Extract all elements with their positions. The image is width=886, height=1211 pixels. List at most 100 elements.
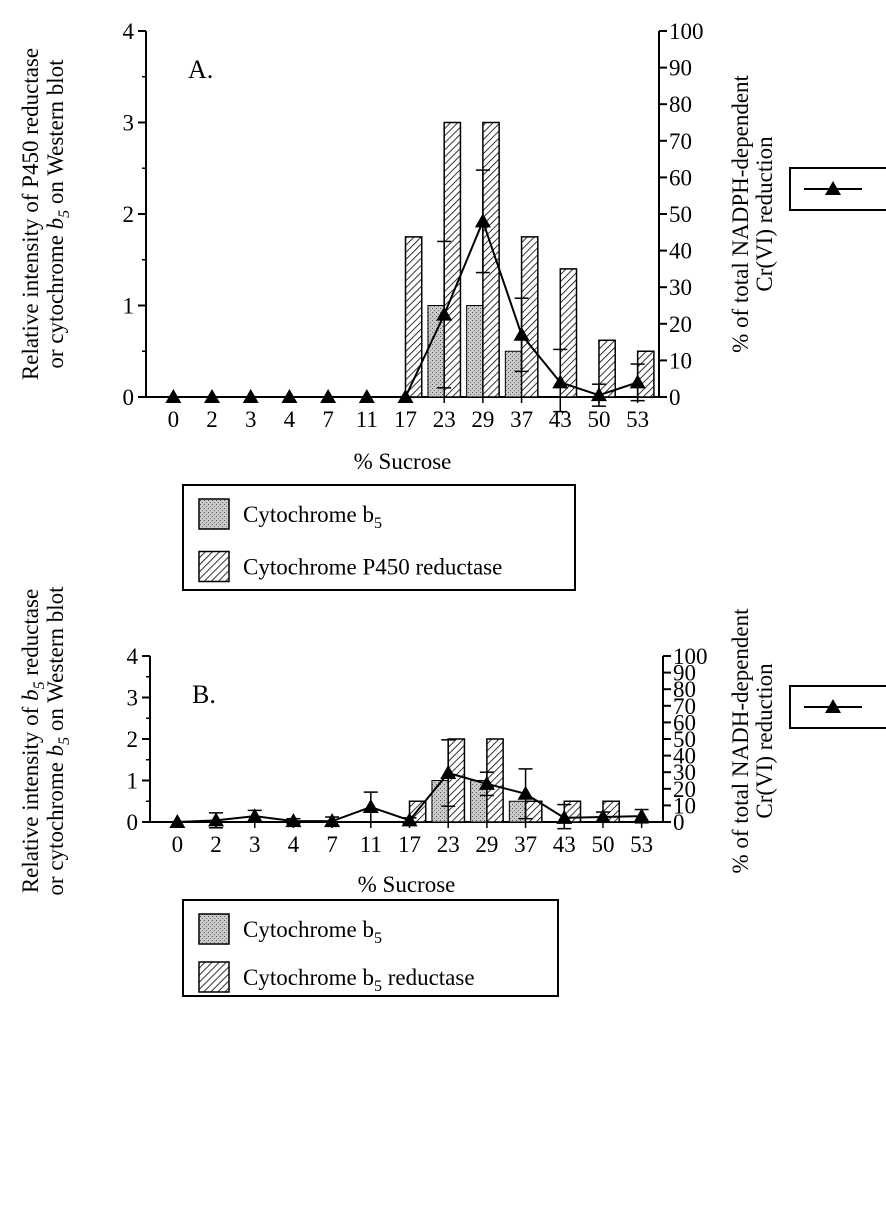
right-axis-title-line: Cr(VI) reduction bbox=[752, 136, 777, 292]
activity-point bbox=[169, 814, 186, 828]
x-tick-label: 17 bbox=[398, 832, 421, 857]
x-tick-label: 2 bbox=[210, 832, 222, 857]
legend-box bbox=[182, 484, 576, 591]
panel-label: B. bbox=[192, 680, 216, 709]
right-tick-label: 10 bbox=[669, 348, 692, 373]
x-tick-label: 50 bbox=[587, 407, 610, 432]
left-tick-label: 3 bbox=[127, 686, 139, 711]
line-legend-marker bbox=[825, 699, 841, 713]
bar-cytochrome-b5 bbox=[504, 350, 523, 398]
axis-title-part: Cytochrome P450 reductase bbox=[243, 555, 502, 580]
left-tick-label: 0 bbox=[123, 385, 135, 410]
left-tick-label: 4 bbox=[123, 19, 135, 44]
axis-title-part: 5 bbox=[374, 930, 382, 947]
right-tick-label: 90 bbox=[669, 56, 692, 81]
axis-title-part: or cytochrome bbox=[43, 229, 68, 368]
x-tick-label: 4 bbox=[284, 407, 296, 432]
activity-point bbox=[246, 808, 263, 823]
right-tick-label: 50 bbox=[669, 202, 692, 227]
x-tick-label: 53 bbox=[630, 832, 653, 857]
legend-swatch bbox=[198, 498, 230, 530]
left-tick-label: 2 bbox=[127, 727, 139, 752]
activity-point bbox=[401, 812, 418, 827]
right-tick-label: 10 bbox=[673, 793, 696, 818]
activity-point bbox=[552, 374, 569, 389]
right-tick-label: 90 bbox=[673, 661, 696, 686]
right-tick-label: 40 bbox=[673, 744, 696, 769]
left-tick-label: 0 bbox=[127, 810, 139, 835]
activity-point bbox=[320, 389, 337, 403]
activity-point bbox=[362, 799, 379, 814]
axis-title-part: 5 bbox=[56, 737, 73, 745]
axis-title-part: Cytochrome b bbox=[243, 502, 374, 527]
right-tick-label: 20 bbox=[669, 312, 692, 337]
x-tick-label: 11 bbox=[356, 407, 378, 432]
panel-label: A. bbox=[188, 55, 213, 84]
activity-point bbox=[633, 808, 650, 823]
right-tick-label: 100 bbox=[669, 19, 704, 44]
bar-reductase bbox=[447, 738, 466, 823]
left-axis-title-line2: or cytochrome b5 on Western blot bbox=[43, 59, 73, 369]
bar-cytochrome-b5 bbox=[466, 305, 484, 398]
legend-label: Cytochrome P450 reductase bbox=[243, 555, 502, 580]
axis-title-part: 5 bbox=[56, 210, 73, 218]
x-axis-title: % Sucrose bbox=[354, 449, 452, 474]
activity-point bbox=[324, 813, 341, 828]
legend-label: Cytochrome b5 reductase bbox=[243, 965, 475, 995]
right-axis-title-line: Cr(VI) reduction bbox=[752, 663, 777, 819]
legend-swatch bbox=[198, 913, 230, 945]
right-tick-label: 0 bbox=[673, 810, 685, 835]
activity-point bbox=[436, 306, 453, 321]
x-tick-label: 4 bbox=[288, 832, 300, 857]
activity-point bbox=[478, 775, 495, 790]
right-tick-label: 50 bbox=[673, 727, 696, 752]
x-tick-label: 17 bbox=[394, 407, 417, 432]
left-tick-label: 2 bbox=[123, 202, 135, 227]
left-tick-label: 3 bbox=[123, 111, 135, 136]
activity-point bbox=[474, 213, 491, 228]
line-legend-marker bbox=[825, 181, 841, 195]
x-tick-label: 53 bbox=[626, 407, 649, 432]
right-axis-title-line: % of total NADPH-dependent bbox=[728, 74, 753, 352]
x-tick-label: 3 bbox=[245, 407, 257, 432]
x-tick-label: 43 bbox=[553, 832, 576, 857]
x-tick-label: 37 bbox=[510, 407, 533, 432]
left-axis-title-line1: Relative intensity of P450 reductase bbox=[18, 48, 43, 380]
right-tick-label: 0 bbox=[669, 385, 681, 410]
activity-point bbox=[517, 785, 534, 800]
right-tick-label: 30 bbox=[673, 760, 696, 785]
right-tick-label: 30 bbox=[669, 275, 692, 300]
left-tick-label: 1 bbox=[127, 769, 139, 794]
right-tick-label: 80 bbox=[669, 92, 692, 117]
x-tick-label: 23 bbox=[437, 832, 460, 857]
activity-point bbox=[629, 374, 646, 389]
x-tick-label: 0 bbox=[168, 407, 180, 432]
activity-point bbox=[397, 389, 414, 403]
right-tick-label: 20 bbox=[673, 777, 696, 802]
activity-point bbox=[590, 387, 607, 402]
activity-point bbox=[285, 813, 302, 828]
bar-reductase bbox=[443, 121, 462, 398]
legend-swatch bbox=[198, 550, 230, 583]
bar-reductase bbox=[636, 350, 655, 398]
x-tick-label: 0 bbox=[172, 832, 184, 857]
axis-title-part: Relative intensity of bbox=[18, 701, 43, 893]
right-tick-label: 60 bbox=[673, 710, 696, 735]
right-tick-label: 100 bbox=[673, 644, 708, 669]
right-axis-title-line: % of total NADH-dependent bbox=[728, 608, 753, 874]
x-tick-label: 3 bbox=[249, 832, 261, 857]
left-tick-label: 1 bbox=[123, 294, 135, 319]
legend-swatch bbox=[198, 961, 230, 993]
x-tick-label: 2 bbox=[206, 407, 218, 432]
activity-point bbox=[204, 389, 221, 403]
legend-label: Cytochrome b5 bbox=[243, 502, 382, 532]
x-tick-label: 37 bbox=[514, 832, 537, 857]
right-tick-label: 40 bbox=[669, 239, 692, 264]
left-axis-title-line1: Relative intensity of b5 reductase bbox=[18, 589, 48, 893]
axis-title-part: or cytochrome bbox=[43, 756, 68, 895]
x-tick-label: 7 bbox=[322, 407, 334, 432]
left-axis-title-line2: or cytochrome b5 on Western blot bbox=[43, 586, 73, 896]
